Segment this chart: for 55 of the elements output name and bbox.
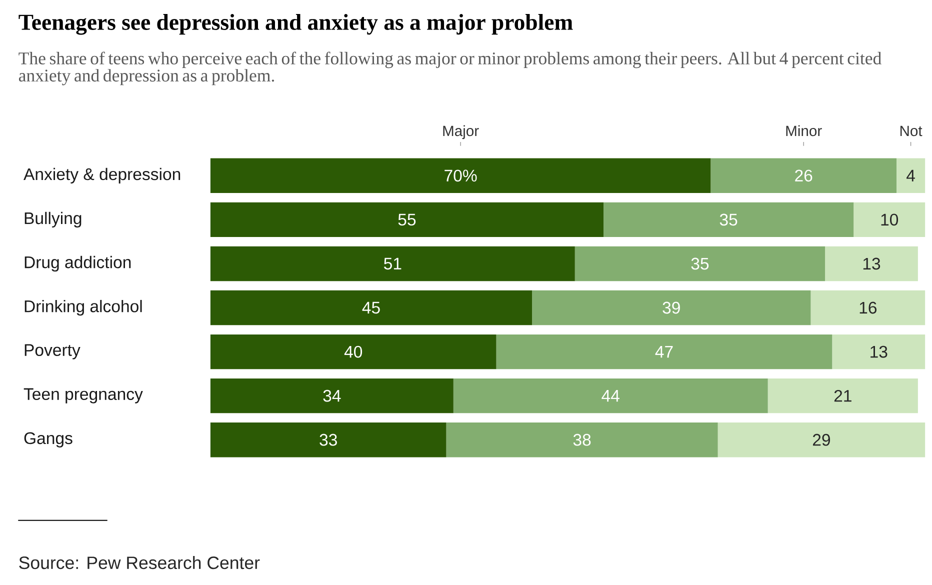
data-label: 10 (881, 214, 898, 226)
y-tick-label: Bullying (24, 212, 82, 228)
bar (210, 422, 446, 458)
bar (210, 246, 575, 282)
bar (810, 290, 926, 326)
data-label: 35 (720, 214, 738, 226)
bar (210, 202, 604, 238)
data-label: 44 (602, 390, 620, 402)
y-tick-label: Anxiety & depression (24, 168, 180, 184)
data-label: 13 (870, 346, 888, 358)
data-label: 34 (323, 390, 341, 402)
bar (768, 378, 918, 414)
data-label: 47 (655, 346, 673, 358)
data-label: 21 (834, 390, 852, 402)
bar (832, 334, 926, 370)
series-label: Minor (786, 125, 822, 136)
series-label: Major (443, 125, 479, 140)
data-label: 40 (344, 346, 362, 358)
bar (210, 158, 711, 194)
bar (446, 422, 718, 458)
data-label: 38 (573, 434, 591, 446)
data-label: 70% (444, 170, 477, 182)
y-tick-label: Drug addiction (24, 256, 131, 272)
data-label: 35 (691, 258, 709, 270)
data-label: 51 (384, 258, 402, 270)
data-label: 55 (398, 214, 416, 226)
chart-title: Teenagers see depression and anxiety as a major problem (18, 14, 573, 35)
bar (718, 422, 926, 458)
bar (574, 246, 826, 282)
bar (496, 334, 832, 370)
series-label: Not (900, 126, 922, 136)
bar (453, 378, 768, 414)
data-label: 26 (795, 170, 812, 182)
y-tick-label: Drinking alcohol (24, 300, 142, 316)
bar (532, 290, 811, 326)
y-tick-label: Poverty (24, 344, 80, 360)
data-label: 45 (362, 302, 380, 314)
bar (210, 378, 454, 414)
bar (603, 202, 854, 238)
y-tick-label: Gangs (24, 432, 72, 448)
data-label: 13 (863, 258, 880, 270)
bar (210, 290, 532, 326)
bar (825, 246, 918, 282)
bar (210, 334, 496, 370)
data-label: 4 (906, 170, 915, 182)
chart-subtitle: The share of teens who perceive each of the following as major or minor problems among their peers. All but 4 percent cited anxiety and depression as a problem. (18, 52, 882, 86)
data-label: 16 (860, 302, 876, 314)
bar (710, 158, 896, 194)
y-tick-label: Teen pregnancy (24, 388, 143, 404)
data-label: 33 (320, 434, 337, 446)
source-note: Source: Pew Research Center (19, 556, 260, 570)
bar (896, 158, 926, 194)
data-label: 39 (662, 302, 680, 314)
data-label: 29 (812, 434, 830, 446)
bar (854, 202, 926, 238)
